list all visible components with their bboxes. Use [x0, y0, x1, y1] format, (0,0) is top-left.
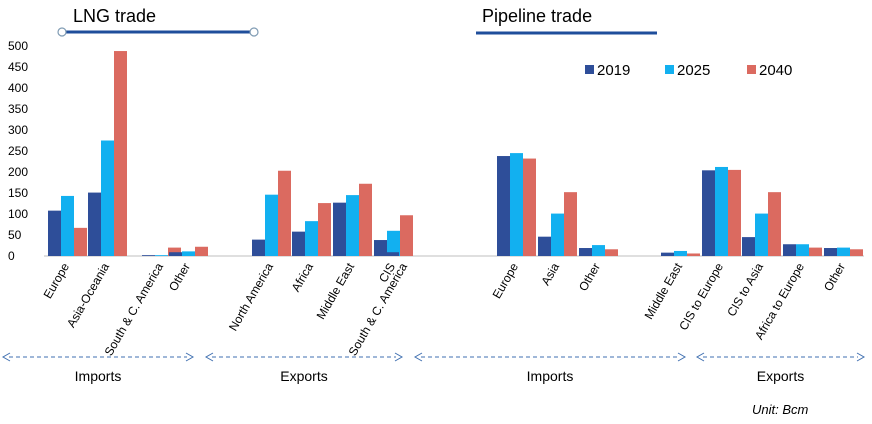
bar-2019 [252, 239, 265, 256]
group-label: Exports [757, 368, 804, 384]
bar-2025 [265, 194, 278, 256]
group-arrow-right-head [677, 352, 687, 362]
bar-2025 [592, 245, 605, 256]
bar-2040 [318, 203, 331, 256]
bar-2025 [346, 195, 359, 256]
category-label: Middle East [314, 260, 358, 322]
group-arrow-left-head [695, 352, 705, 362]
y-tick-label: 300 [8, 123, 28, 137]
group-arrow-left-head [413, 352, 423, 362]
legend-label-2019: 2019 [597, 62, 630, 79]
group-label: Imports [75, 368, 122, 384]
bar-2019 [142, 255, 155, 256]
bar-2019 [824, 248, 837, 256]
bar-2040 [400, 215, 413, 256]
y-tick-label: 100 [8, 207, 28, 221]
group-arrow-right-head [394, 352, 404, 362]
bar-2019 [497, 156, 510, 256]
category-label: North America [226, 260, 276, 333]
group-arrow-right-head [185, 352, 195, 362]
bar-2025 [715, 166, 728, 256]
bar-2019 [169, 252, 182, 256]
unit-label: Unit: Bcm [752, 402, 809, 417]
bar-2040 [850, 249, 863, 256]
bar-2019 [742, 237, 755, 256]
underline-handle-right [249, 27, 259, 37]
bar-2019 [661, 252, 674, 256]
bar-2025 [101, 140, 114, 256]
bar-2040 [728, 169, 741, 256]
y-tick-label: 350 [8, 102, 28, 116]
bar-2040 [687, 253, 700, 256]
group-arrow-right-head [856, 352, 866, 362]
bar-2025 [61, 195, 74, 256]
category-label: Asia-Oceania [64, 260, 112, 330]
legend-swatch-2040 [747, 65, 756, 74]
category-label: Asia [538, 260, 562, 287]
legend-label-2025: 2025 [677, 62, 710, 79]
underline-handle-left [57, 27, 67, 37]
bar-2025 [510, 153, 523, 256]
lng-title: LNG trade [73, 6, 156, 26]
category-label: Africa [289, 260, 317, 294]
y-tick-label: 0 [8, 249, 15, 263]
bar-2019 [579, 248, 592, 256]
category-label: CIS to Asia [724, 260, 766, 319]
category-label: Other [821, 261, 848, 294]
bar-2040 [809, 247, 822, 256]
pipeline-title: Pipeline trade [482, 6, 592, 26]
y-tick-label: 200 [8, 165, 28, 179]
category-label: South & C. America [102, 260, 167, 358]
bar-2040 [523, 158, 536, 256]
bar-2040 [359, 183, 372, 256]
bar-2025 [551, 213, 564, 256]
category-label: Europe [490, 260, 522, 301]
legend-swatch-2019 [585, 65, 594, 74]
y-tick-label: 500 [8, 39, 28, 53]
bar-2019 [783, 244, 796, 256]
bar-2019 [292, 231, 305, 256]
bar-2040 [278, 170, 291, 256]
group-arrow-left-head [204, 352, 214, 362]
bar-2025 [674, 250, 687, 256]
legend-swatch-2025 [665, 65, 674, 74]
y-tick-label: 50 [8, 228, 22, 242]
group-label: Exports [280, 368, 327, 384]
y-tick-label: 250 [8, 144, 28, 158]
bar-2040 [768, 192, 781, 256]
category-label: Europe [41, 260, 73, 301]
bar-2040 [195, 246, 208, 256]
legend-label-2040: 2040 [759, 62, 792, 79]
bar-2040 [564, 192, 577, 256]
category-label: Middle East [642, 260, 686, 322]
category-label: CIS to Europe [676, 260, 726, 333]
category-label: Other [576, 261, 603, 294]
bar-2040 [605, 249, 618, 256]
bar-2025 [387, 230, 400, 256]
bar-2019 [538, 236, 551, 256]
category-label: Other [166, 261, 193, 294]
bar-2040 [168, 247, 181, 256]
bar-2019 [374, 240, 387, 256]
bar-2040 [74, 227, 87, 256]
bar-2025 [796, 244, 809, 256]
bar-2019 [386, 252, 399, 256]
group-arrow-left-head [1, 352, 11, 362]
bar-2019 [702, 170, 715, 256]
y-tick-label: 450 [8, 60, 28, 74]
y-tick-label: 400 [8, 81, 28, 95]
bar-2025 [755, 213, 768, 256]
bar-2019 [88, 192, 101, 256]
bar-2019 [48, 210, 61, 256]
bar-2025 [837, 247, 850, 256]
bar-2025 [182, 251, 195, 256]
group-label: Imports [527, 368, 574, 384]
y-tick-label: 150 [8, 186, 28, 200]
bar-2025 [305, 221, 318, 256]
bar-2025 [155, 255, 168, 256]
bar-2019 [333, 202, 346, 256]
bar-2040 [114, 51, 127, 256]
